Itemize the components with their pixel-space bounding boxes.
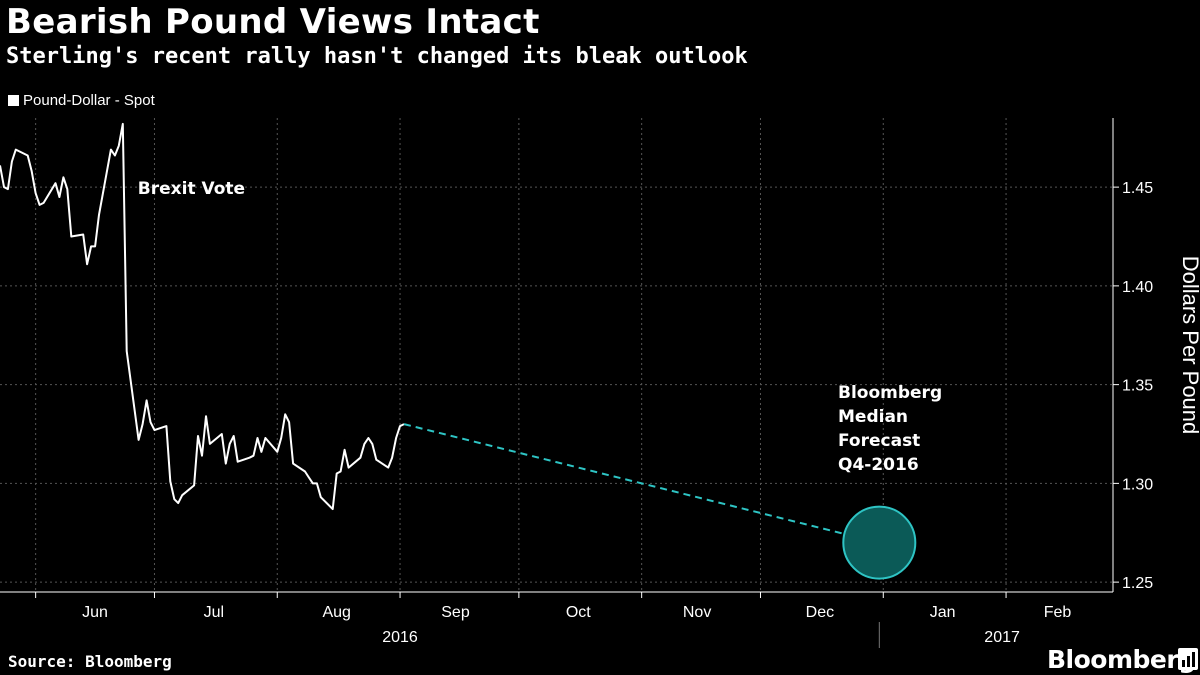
axis-layer: 1.25 1.30 1.35 1.40 1.45 Jun Jul Aug Sep Oct Nov De… (0, 118, 1200, 648)
source-note: Source: Bloomberg (8, 652, 172, 671)
y-tick-label: 1.45 (1122, 180, 1153, 197)
series-line-pound-dollar (0, 122, 405, 511)
annotation-brexit-vote: Brexit Vote (138, 179, 245, 199)
x-tick-label-aug: Aug (322, 604, 350, 621)
legend-swatch-pound-dollar (8, 95, 19, 106)
y-tick-label: 1.25 (1122, 575, 1153, 592)
x-tick-label-oct: Oct (566, 604, 591, 621)
forecast-dashed-line (403, 423, 880, 544)
x-tick-label-feb: Feb (1044, 604, 1072, 621)
x-tick-label-jul: Jul (204, 604, 224, 621)
annotation-layer: Brexit Vote Bloomberg Median Forecast Q4-201… (138, 179, 942, 475)
chart-subtitle: Sterling's recent rally hasn't changed i… (6, 44, 748, 69)
y-axis-title: Dollars Per Pound (1178, 256, 1200, 435)
x-tick-label-dec: Dec (806, 604, 834, 621)
y-tick-label: 1.35 (1122, 378, 1153, 395)
x-tick-label-jun: Jun (82, 604, 108, 621)
forecast-annotation-line: Median (838, 407, 908, 427)
forecast-marker-circle (842, 505, 917, 580)
forecast-annotation-line: Q4-2016 (838, 455, 919, 475)
forecast-annotation-line: Bloomberg (838, 383, 942, 403)
chart-title: Bearish Pound Views Intact (6, 2, 540, 42)
legend: Pound-Dollar - Spot (8, 92, 155, 109)
series-layer (0, 122, 917, 580)
year-label-2016: 2016 (382, 629, 418, 646)
y-tick-label: 1.30 (1122, 476, 1153, 493)
x-tick-label-nov: Nov (683, 604, 711, 621)
y-tick-label: 1.40 (1122, 279, 1153, 296)
year-label-2017: 2017 (984, 629, 1020, 646)
legend-label-pound-dollar: Pound-Dollar - Spot (23, 92, 155, 109)
x-tick-label-sep: Sep (441, 604, 470, 621)
brand-logo-text: Bloomberg (1047, 645, 1196, 674)
brand-chart-icon (1178, 648, 1198, 670)
x-tick-label-jan: Jan (930, 604, 956, 621)
forecast-annotation-line: Forecast (838, 431, 920, 451)
